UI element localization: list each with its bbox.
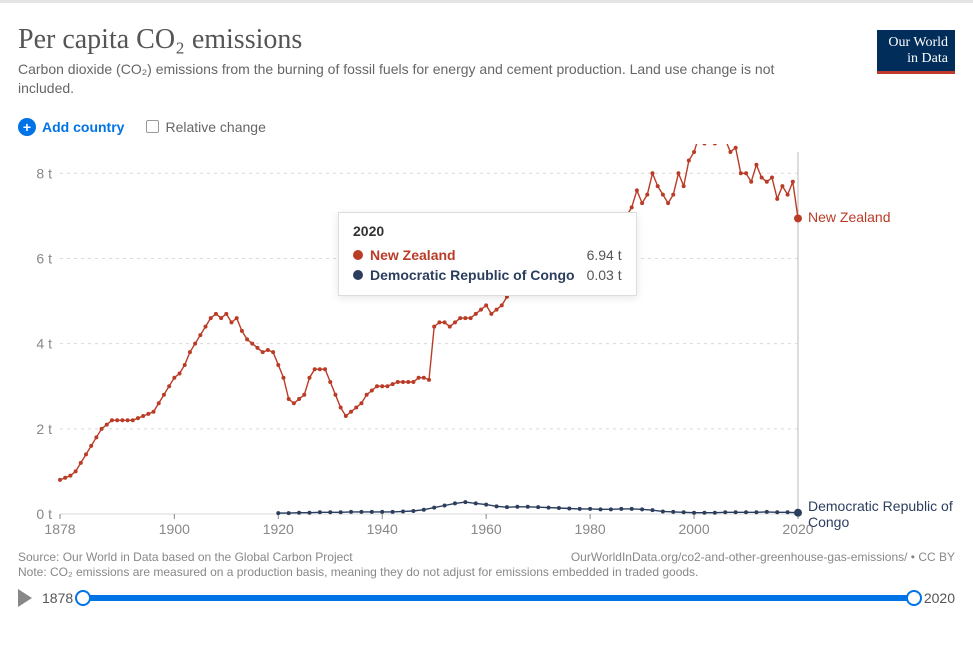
footer: Source: Our World in Data based on the G… (18, 550, 955, 579)
slider-start-label: 1878 (42, 590, 73, 606)
plus-icon: + (18, 118, 36, 136)
relative-change-label: Relative change (165, 119, 265, 135)
slider-end-label: 2020 (924, 590, 955, 606)
svg-text:1920: 1920 (263, 521, 294, 537)
slider-handle-end[interactable] (906, 590, 922, 606)
controls-row: + Add country Relative change (18, 118, 955, 136)
tooltip-rows: New Zealand6.94 tDemocratic Republic of … (353, 245, 622, 285)
tooltip: 2020 New Zealand6.94 tDemocratic Republi… (338, 212, 637, 296)
add-country-button[interactable]: + Add country (18, 118, 124, 136)
logo-line2: in Data (907, 51, 948, 66)
svg-text:8 t: 8 t (36, 165, 52, 181)
footer-note: Note: CO₂ emissions are measured on a pr… (18, 565, 955, 579)
checkbox-icon (146, 120, 159, 133)
chart-area[interactable]: 0 t 2 t 4 t 6 t 8 t 1878 1900 1920 1940 1960 1980 2… (18, 144, 958, 544)
time-slider-row: 1878 2020 (18, 589, 955, 607)
tooltip-year: 2020 (353, 223, 622, 239)
svg-text:2000: 2000 (678, 521, 709, 537)
add-country-label: Add country (42, 119, 124, 135)
svg-text:1940: 1940 (367, 521, 398, 537)
svg-text:0 t: 0 t (36, 506, 52, 522)
time-slider[interactable] (83, 595, 914, 601)
chart-title: Per capita CO₂ emissions (18, 24, 955, 56)
svg-text:4 t: 4 t (36, 335, 52, 351)
footer-source: Source: Our World in Data based on the G… (18, 550, 353, 564)
svg-text:1878: 1878 (44, 521, 75, 537)
chart-svg: 0 t 2 t 4 t 6 t 8 t 1878 1900 1920 1940 1960 1980 2… (18, 144, 958, 544)
owid-logo[interactable]: Our World in Data (877, 30, 955, 74)
chart-subtitle: Carbon dioxide (CO₂) emissions from the … (18, 60, 778, 98)
relative-change-toggle[interactable]: Relative change (146, 119, 265, 135)
footer-link[interactable]: OurWorldInData.org/co2-and-other-greenho… (571, 550, 955, 564)
slider-handle-start[interactable] (75, 590, 91, 606)
chart-container: Our World in Data Per capita CO₂ emissio… (0, 0, 973, 615)
svg-text:1960: 1960 (471, 521, 502, 537)
svg-text:2 t: 2 t (36, 421, 52, 437)
svg-text:1980: 1980 (575, 521, 606, 537)
play-icon[interactable] (18, 589, 32, 607)
svg-text:1900: 1900 (159, 521, 190, 537)
logo-line1: Our World (888, 35, 948, 50)
svg-text:6 t: 6 t (36, 250, 52, 266)
